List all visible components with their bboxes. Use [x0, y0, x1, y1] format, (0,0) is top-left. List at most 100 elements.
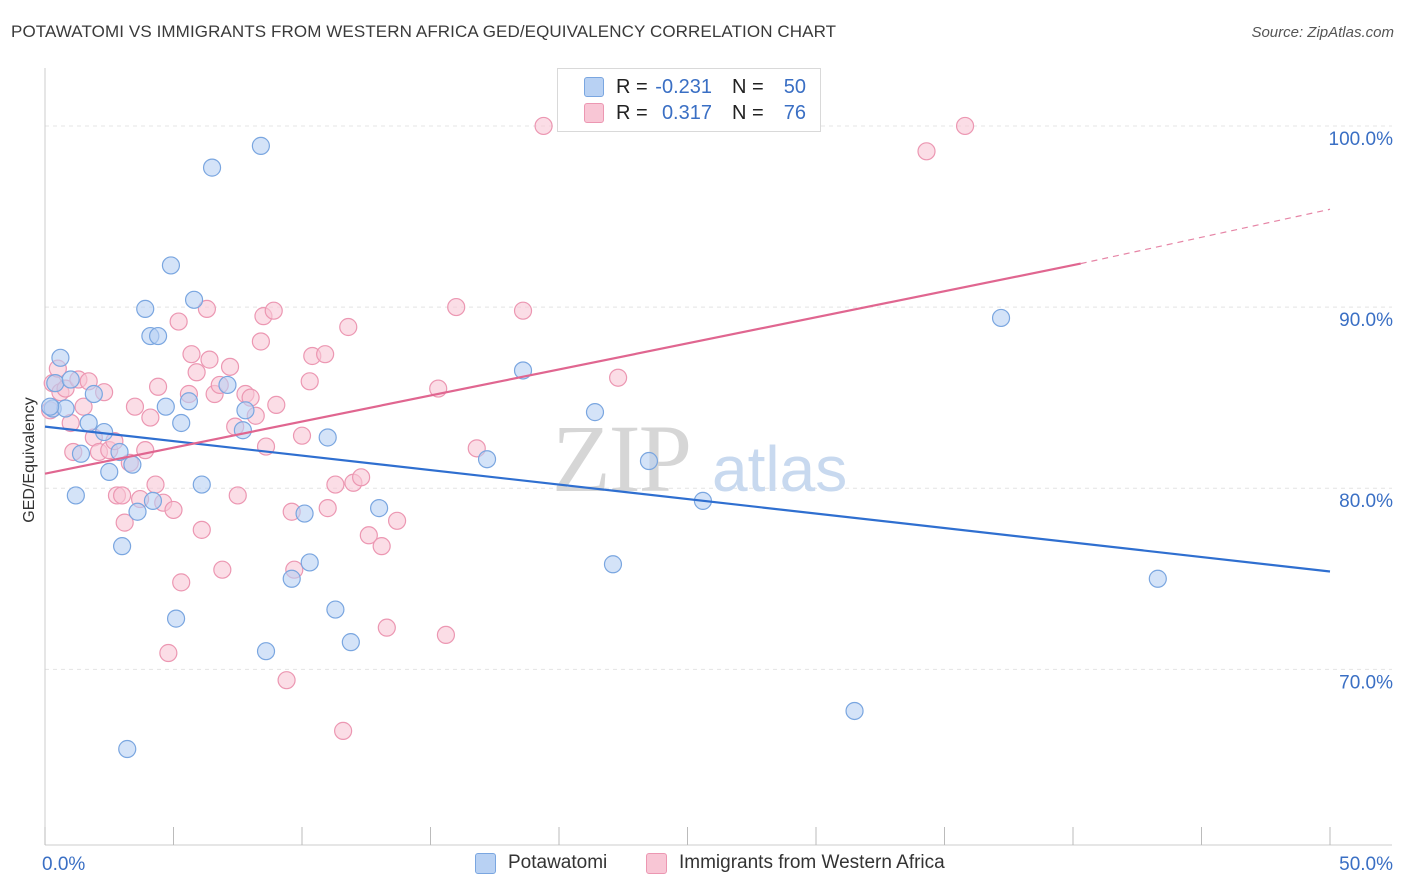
potawatomi-point: [161, 256, 181, 275]
r-label: R =: [616, 75, 648, 98]
potawatomi-point: [136, 299, 155, 318]
legend-item-potawatomi[interactable]: Potawatomi: [475, 852, 607, 874]
potawatomi-point: [326, 600, 345, 619]
legend-label: Potawatomi: [508, 852, 608, 873]
potawatomi-point: [148, 326, 168, 346]
r-label: R =: [616, 101, 648, 124]
blue-swatch: [584, 77, 604, 97]
potawatomi-point: [156, 397, 175, 416]
western-africa-point: [534, 116, 553, 136]
potawatomi-point: [184, 290, 204, 309]
potawatomi-point: [166, 609, 186, 628]
potawatomi-point: [318, 428, 337, 447]
western-africa-point: [192, 520, 211, 539]
y-axis-label: GED/Equivalency: [21, 397, 38, 523]
y-tick-label: 90.0%: [1339, 310, 1393, 331]
western-africa-point: [187, 363, 206, 382]
potawatomi-point: [991, 308, 1011, 328]
western-africa-point: [352, 468, 371, 487]
western-africa-point: [372, 537, 391, 556]
stats-row-western-africa: R = 0.317 N = 76: [584, 100, 806, 126]
chart-title: POTAWATOMI VS IMMIGRANTS FROM WESTERN AF…: [11, 22, 837, 41]
western-africa-point: [387, 511, 407, 530]
potawatomi-point: [845, 701, 864, 721]
western-africa-point: [182, 345, 201, 364]
potawatomi-point: [295, 504, 314, 523]
western-africa-point: [136, 441, 155, 460]
potawatomi-point: [61, 370, 80, 389]
western-africa-point: [164, 500, 183, 520]
western-africa-point: [251, 332, 270, 351]
x-tick-label: 50.0%: [1339, 854, 1393, 875]
western-africa-point: [146, 475, 165, 494]
source-label: Source: ZipAtlas.com: [1251, 24, 1394, 41]
potawatomi-point: [84, 384, 103, 404]
potawatomi-point: [251, 136, 270, 155]
n-label: N =: [732, 101, 764, 124]
potawatomi-point: [370, 499, 389, 518]
y-tick-label: 70.0%: [1339, 672, 1393, 693]
western-africa-point: [609, 368, 628, 387]
potawatomi-point: [585, 403, 605, 422]
western-africa-point: [292, 426, 312, 445]
potawatomi-point: [56, 399, 75, 418]
western-africa-point: [74, 397, 93, 416]
western-africa-point: [112, 486, 132, 505]
data-points: [41, 116, 1167, 759]
western-africa-point: [159, 643, 178, 663]
potawatomi-point: [143, 491, 163, 510]
legend-item-western-africa[interactable]: Immigrants from Western Africa: [646, 852, 945, 874]
western-africa-point: [172, 573, 191, 592]
potawatomi-point: [513, 361, 533, 380]
n-value: 76: [783, 101, 806, 124]
western-africa-point: [277, 671, 296, 690]
potawatomi-point: [71, 444, 91, 463]
western-africa-trend-extension: [1080, 208, 1331, 265]
western-africa-point: [264, 301, 283, 320]
n-value: 50: [783, 75, 806, 98]
western-africa-point: [220, 357, 240, 376]
potawatomi-point: [41, 397, 60, 416]
western-africa-point: [377, 618, 396, 637]
western-africa-point: [300, 372, 319, 391]
potawatomi-point: [192, 475, 211, 494]
potawatomi-point: [179, 392, 199, 411]
trend-lines: [44, 208, 1331, 573]
potawatomi-trend-line: [44, 425, 1331, 573]
western-africa-point: [213, 560, 232, 579]
western-africa-point: [141, 408, 160, 427]
potawatomi-point: [341, 633, 360, 652]
stats-legend: R = -0.231 N = 50 R = 0.317 N = 76: [557, 68, 821, 132]
potawatomi-point: [218, 375, 237, 395]
blue-swatch: [475, 852, 496, 874]
potawatomi-point: [477, 450, 497, 469]
western-africa-point: [334, 721, 353, 740]
potawatomi-point: [172, 413, 191, 433]
potawatomi-point: [639, 451, 659, 471]
pink-swatch: [584, 103, 604, 123]
western-africa-point: [267, 395, 286, 414]
western-africa-point: [436, 625, 456, 645]
series-legend: Potawatomi Immigrants from Western Afric…: [0, 852, 1406, 876]
potawatomi-point: [123, 455, 142, 474]
n-label: N =: [732, 75, 764, 98]
western-africa-point: [125, 397, 145, 416]
western-africa-point: [228, 486, 247, 505]
legend-label: Immigrants from Western Africa: [679, 852, 945, 873]
y-tick-label: 100.0%: [1329, 129, 1394, 150]
tick-labels: 70.0% 80.0% 90.0% 100.0% 0.0% 50.0%: [42, 129, 1393, 875]
potawatomi-point: [282, 569, 301, 588]
western-africa-point: [318, 499, 337, 518]
watermark-zip: ZIP: [552, 405, 690, 512]
stats-row-potawatomi: R = -0.231 N = 50: [584, 74, 806, 100]
western-africa-point: [148, 377, 168, 396]
potawatomi-point: [51, 348, 70, 367]
watermark-atlas: atlas: [712, 433, 847, 505]
western-africa-trend-line: [44, 262, 1081, 475]
western-africa-point: [339, 317, 358, 337]
r-value: 0.317: [661, 101, 712, 124]
western-africa-point: [169, 312, 188, 331]
axes: [44, 68, 1392, 846]
potawatomi-point: [66, 486, 85, 505]
